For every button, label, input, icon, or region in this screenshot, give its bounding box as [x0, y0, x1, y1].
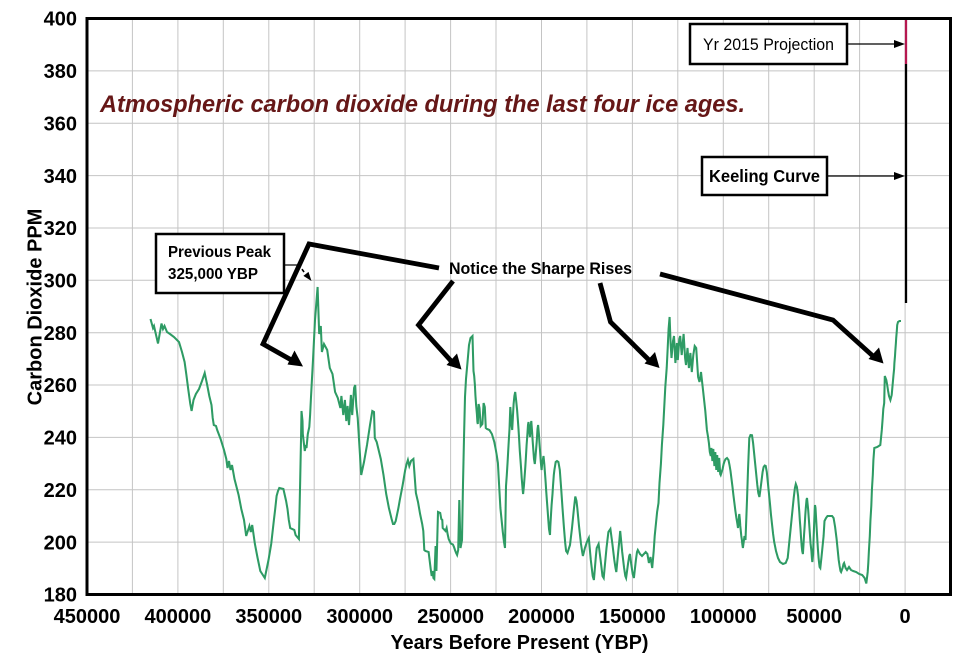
svg-text:150000: 150000: [599, 606, 666, 628]
svg-text:400000: 400000: [145, 606, 212, 628]
svg-text:325,000 YBP: 325,000 YBP: [168, 266, 258, 283]
svg-text:350000: 350000: [235, 606, 302, 628]
svg-text:0: 0: [900, 606, 911, 628]
svg-text:200000: 200000: [508, 606, 575, 628]
svg-text:180: 180: [44, 585, 77, 607]
svg-text:380: 380: [44, 61, 77, 83]
svg-text:50000: 50000: [786, 606, 842, 628]
svg-text:Atmospheric carbon dioxide dur: Atmospheric carbon dioxide during the la…: [99, 91, 745, 118]
svg-text:300000: 300000: [326, 606, 393, 628]
svg-text:100000: 100000: [690, 606, 757, 628]
svg-text:260: 260: [44, 375, 77, 397]
svg-text:280: 280: [44, 323, 77, 345]
svg-text:220: 220: [44, 480, 77, 502]
svg-text:200: 200: [44, 532, 77, 554]
svg-text:250000: 250000: [417, 606, 484, 628]
svg-text:Carbon Dioxide PPM: Carbon Dioxide PPM: [25, 209, 47, 406]
svg-text:320: 320: [44, 218, 77, 240]
svg-text:400: 400: [44, 9, 77, 31]
svg-text:240: 240: [44, 428, 77, 450]
svg-text:450000: 450000: [54, 606, 121, 628]
svg-text:Yr 2015 Projection: Yr 2015 Projection: [703, 36, 834, 54]
svg-text:Previous Peak: Previous Peak: [168, 244, 271, 261]
svg-text:Keeling Curve: Keeling Curve: [709, 166, 820, 186]
svg-text:360: 360: [44, 113, 77, 135]
svg-text:Years Before Present (YBP): Years Before Present (YBP): [391, 632, 649, 654]
svg-text:300: 300: [44, 271, 77, 293]
svg-text:Notice the Sharpe Rises: Notice the Sharpe Rises: [449, 259, 632, 278]
svg-text:340: 340: [44, 166, 77, 188]
